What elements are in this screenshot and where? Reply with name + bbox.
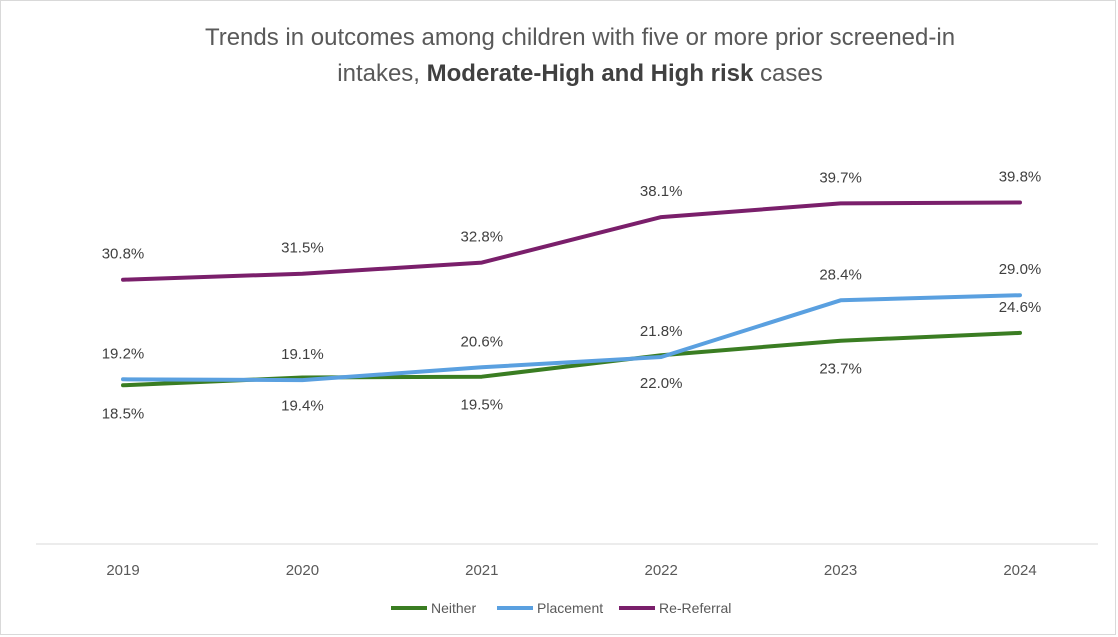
series-layer: 18.5% 19.4% 19.5% 22.0% 23.7% 24.6% 19.2% 19.1%…	[102, 169, 1042, 423]
data-label-neither-2023: 23.7%	[819, 361, 862, 378]
data-label-re-referral-2022: 38.1%	[640, 183, 683, 200]
x-tick-label-2022: 2022	[645, 562, 678, 579]
data-label-re-referral-2021: 32.8%	[461, 229, 504, 246]
x-tick-label-2024: 2024	[1003, 562, 1036, 579]
x-tick-label-2020: 2020	[286, 562, 319, 579]
data-label-re-referral-2024: 39.8%	[999, 169, 1042, 186]
data-label-neither-2021: 19.5%	[461, 397, 504, 414]
chart-title: Trends in outcomes among children with f…	[0, 20, 1118, 92]
series-line-neither	[121, 330, 1022, 388]
series-line-placement	[121, 293, 1022, 383]
data-label-neither-2020: 19.4%	[281, 398, 324, 415]
data-label-re-referral-2020: 31.5%	[281, 240, 324, 257]
legend-label-re-referral: Re-Referral	[659, 600, 731, 616]
chart-title-line2-bold: Moderate-High and High risk	[426, 60, 754, 87]
chart-title-line1: Trends in outcomes among children with f…	[204, 24, 956, 51]
x-tick-label-2021: 2021	[465, 562, 498, 579]
chart-title-line2-pre: intakes,	[337, 60, 427, 87]
legend-label-neither: Neither	[431, 600, 476, 616]
data-label-placement-2024: 29.0%	[999, 261, 1042, 278]
data-label-placement-2023: 28.4%	[819, 266, 862, 283]
data-label-re-referral-2019: 30.8%	[102, 246, 145, 263]
data-label-placement-2020: 19.1%	[281, 346, 324, 363]
series-line-re-referral	[121, 200, 1022, 282]
data-label-placement-2019: 19.2%	[102, 345, 145, 362]
chart-title-line2: intakes, Moderate-High and High risk cas…	[0, 56, 1118, 92]
data-label-placement-2021: 20.6%	[461, 333, 504, 350]
x-tick-label-2023: 2023	[824, 562, 857, 579]
data-label-neither-2024: 24.6%	[999, 299, 1042, 316]
data-label-neither-2022: 22.0%	[640, 375, 683, 392]
legend-label-placement: Placement	[537, 600, 603, 616]
x-tick-layer: 2019 2020 2021 2022 2023 2024	[106, 562, 1036, 579]
legend: Neither Placement Re-Referral	[391, 600, 731, 616]
data-label-placement-2022: 21.8%	[640, 323, 683, 340]
data-label-neither-2019: 18.5%	[102, 405, 145, 422]
chart-title-line2-post: cases	[753, 60, 823, 87]
data-label-re-referral-2023: 39.7%	[819, 169, 862, 186]
x-tick-label-2019: 2019	[106, 562, 139, 579]
